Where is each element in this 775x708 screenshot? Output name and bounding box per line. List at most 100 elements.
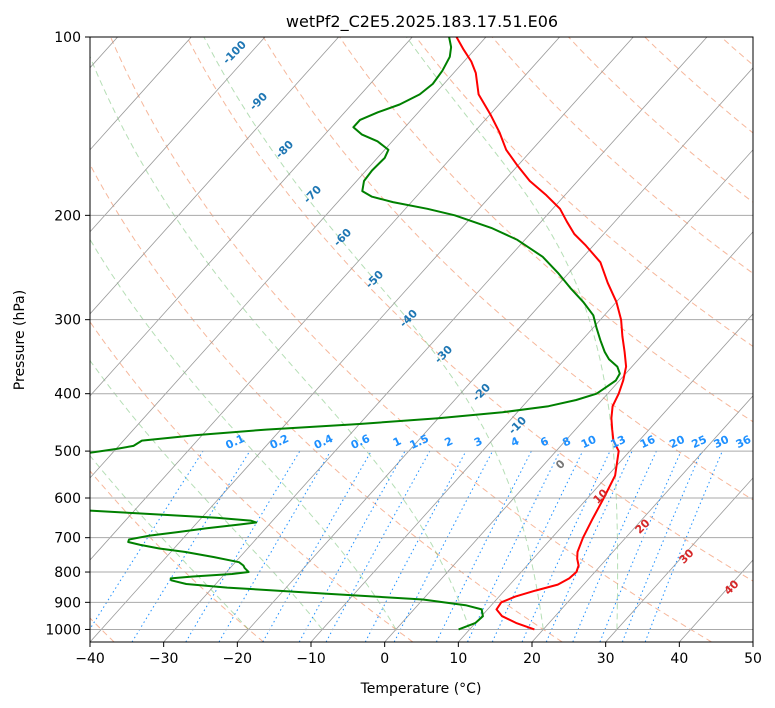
moist-adiabat-line <box>90 359 323 630</box>
plot-frame <box>89 36 754 643</box>
isotherm-line <box>90 37 561 561</box>
isotherm-line <box>752 641 753 642</box>
mixing-ratio-line <box>621 450 703 642</box>
dry-adiabat-line <box>644 37 753 134</box>
dry-adiabat-label: -10 <box>506 414 529 437</box>
moist-adiabat-label: 40 <box>722 577 742 597</box>
moist-adiabat-label: 30 <box>677 546 697 566</box>
x-tick-label: −40 <box>75 651 105 667</box>
mixing-ratio-line <box>521 450 611 642</box>
y-tick-label: 500 <box>54 444 81 460</box>
moist-adiabat-line <box>90 238 397 630</box>
moist-adiabat-line <box>406 37 619 630</box>
dry-adiabat-line <box>415 37 753 348</box>
moist-adiabat-line <box>203 37 544 630</box>
freezing-level-label: 0 <box>553 457 568 472</box>
y-tick-label: 900 <box>54 595 81 611</box>
x-tick-label: 20 <box>523 651 541 667</box>
mixing-ratio-line <box>131 450 251 642</box>
pressure-gridlines <box>90 37 753 630</box>
isotherm-line <box>90 37 192 151</box>
mixing-ratio-line <box>325 450 431 642</box>
isotherm-line <box>163 37 708 642</box>
mixing-ratio-label: 10 <box>579 433 599 451</box>
isotherm-line <box>458 313 753 642</box>
isotherm-line <box>605 477 753 642</box>
dry-adiabat-label: -100 <box>220 38 249 67</box>
mixing-ratio-label: 1.5 <box>408 432 431 452</box>
mixing-ratio-line <box>218 450 332 642</box>
dry-adiabat-label: -50 <box>363 268 386 291</box>
dry-adiabat-line <box>186 37 753 582</box>
x-axis: −40 −30 −20 −10 0 10 20 30 40 50 <box>75 642 762 667</box>
mixing-ratio-label: 36 <box>734 433 754 451</box>
mixing-ratio-line <box>491 450 584 642</box>
mixing-ratio-label: 2 <box>443 434 455 449</box>
y-tick-label: 600 <box>54 491 81 507</box>
moist-adiabat-line <box>90 454 249 630</box>
isotherm-line <box>384 231 753 642</box>
mixing-ratio-line <box>467 450 561 642</box>
mixing-ratio-line <box>185 450 301 642</box>
x-tick-label: 50 <box>744 651 762 667</box>
dry-adiabat-line <box>90 163 563 642</box>
dewpoint-profile-line <box>90 37 621 631</box>
dry-adiabat-line <box>110 37 712 642</box>
x-tick-label: 40 <box>670 651 688 667</box>
dry-adiabat-line <box>338 37 753 423</box>
dry-adiabat-label: -30 <box>432 343 455 366</box>
mixing-ratio-label: 1 <box>391 434 403 449</box>
x-tick-label: −20 <box>223 651 253 667</box>
mixing-ratio-label: 16 <box>638 433 658 451</box>
isotherm-line <box>90 37 634 642</box>
moist-adiabat-label: 20 <box>633 516 653 536</box>
dry-adiabat-label: -20 <box>470 381 493 404</box>
dry-adiabat-label: -60 <box>331 226 354 249</box>
dry-adiabat-label: -70 <box>301 183 324 206</box>
y-tick-label: 800 <box>54 565 81 581</box>
dry-adiabat-label: -90 <box>247 90 270 113</box>
x-tick-label: 0 <box>380 651 389 667</box>
sounding-profiles <box>90 37 628 631</box>
y-tick-label: 1000 <box>45 622 81 638</box>
dry-adiabat-label: -80 <box>273 138 296 161</box>
x-tick-label: −10 <box>296 651 326 667</box>
isotherm-line <box>90 37 340 315</box>
isotherm-line <box>531 395 753 642</box>
mixing-ratio-line <box>364 450 467 642</box>
isotherm-line <box>90 37 487 479</box>
mixing-ratio-label: 0.2 <box>268 432 291 452</box>
x-tick-label: 10 <box>449 651 467 667</box>
mixing-ratio-line <box>435 450 532 642</box>
mixing-ratio-line <box>90 450 204 630</box>
mixing-ratio-label: 0.1 <box>224 432 247 452</box>
x-tick-label: −30 <box>149 651 179 667</box>
mixing-ratio-label: 13 <box>609 433 628 451</box>
y-axis-label: Pressure (hPa) <box>12 290 28 390</box>
isotherm-line <box>237 67 753 642</box>
y-tick-label: 700 <box>54 531 81 547</box>
y-axis: 100 200 300 400 500 600 700 800 900 1000 <box>45 30 90 638</box>
dry-adiabat-line <box>262 37 753 501</box>
isotherm-line <box>310 149 753 642</box>
dry-adiabat-line <box>90 470 264 642</box>
isotherm-line <box>90 37 413 397</box>
mixing-ratio-label: 6 <box>538 434 551 449</box>
mixing-ratio-line <box>572 450 657 642</box>
dry-adiabat-line <box>90 320 414 642</box>
y-tick-label: 100 <box>54 30 81 46</box>
mixing-ratio-label: 20 <box>667 433 687 451</box>
chart-title: wetPf2_C2E5.2025.183.17.51.E06 <box>286 12 558 32</box>
x-axis-label: Temperature (°C) <box>360 681 482 697</box>
mixing-ratio-label: 30 <box>712 433 732 451</box>
mixing-ratio-line <box>545 450 633 642</box>
isotherm-line <box>90 37 266 233</box>
dry-adiabat-line <box>720 37 753 66</box>
mixing-ratio-line <box>644 450 723 642</box>
mixing-ratio-label: 8 <box>560 434 572 449</box>
temperature-profile-line <box>455 37 628 631</box>
isotherm-line <box>679 559 753 642</box>
y-tick-label: 300 <box>54 313 81 329</box>
mixing-ratio-label: 0.4 <box>312 432 335 452</box>
